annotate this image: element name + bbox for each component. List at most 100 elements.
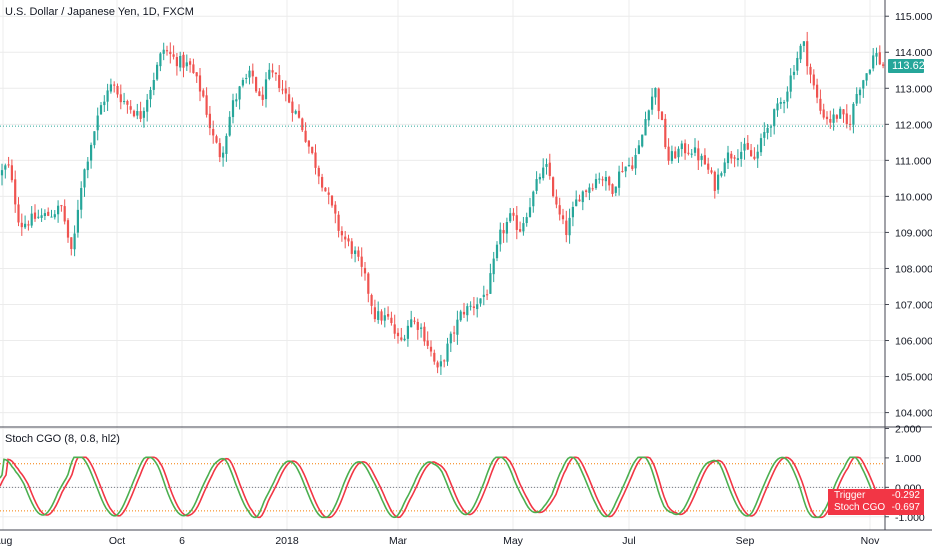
candle-body bbox=[90, 144, 93, 161]
time-tick-label: Aug bbox=[0, 535, 12, 547]
candle-body bbox=[274, 72, 277, 75]
candle-body bbox=[472, 306, 475, 308]
candle-body bbox=[495, 244, 499, 259]
candle-body bbox=[142, 110, 145, 118]
time-tick-label: Oct bbox=[109, 535, 125, 547]
candle-body bbox=[413, 320, 416, 322]
candle-body bbox=[245, 77, 248, 79]
candle-body bbox=[403, 338, 406, 341]
candle-body bbox=[169, 51, 172, 55]
candle-body bbox=[264, 79, 268, 100]
candle-body bbox=[205, 95, 208, 115]
candle-body bbox=[96, 115, 99, 131]
candle-body bbox=[849, 123, 852, 125]
price-tick-label: 110.000 bbox=[895, 191, 932, 203]
candle-body bbox=[43, 213, 46, 217]
candle-body bbox=[594, 179, 598, 189]
candle-body bbox=[769, 126, 772, 128]
time-tick-label: 2018 bbox=[275, 535, 299, 547]
time-axis[interactable]: Aug Oct 6 2018 Mar May Jul Sep Nov bbox=[0, 535, 880, 547]
candle-body bbox=[20, 222, 23, 228]
price-tick-label: 108.000 bbox=[895, 263, 932, 275]
candle-body bbox=[238, 86, 241, 100]
candle-body bbox=[492, 258, 495, 275]
candle-body bbox=[76, 209, 79, 233]
candle-body bbox=[360, 256, 363, 267]
last-price-label: 113.623 bbox=[888, 58, 931, 73]
candle-body bbox=[367, 273, 370, 294]
candle-body bbox=[839, 108, 842, 119]
indicator-title: Stoch CGO (8, 0.8, hl2) bbox=[5, 433, 120, 445]
candle-body bbox=[651, 96, 654, 110]
trigger-line bbox=[0, 456, 881, 519]
candle-body bbox=[479, 298, 482, 304]
candle-body bbox=[198, 75, 202, 92]
candle-body bbox=[370, 295, 373, 306]
candle-body bbox=[816, 84, 819, 98]
candle-body bbox=[690, 153, 693, 155]
candle-body bbox=[416, 321, 419, 330]
candle-body bbox=[116, 85, 119, 95]
candle-body bbox=[344, 236, 347, 240]
candle-body bbox=[466, 306, 469, 316]
candle-body bbox=[855, 94, 858, 104]
grid-lines bbox=[0, 0, 885, 530]
candle-body bbox=[330, 195, 334, 206]
candle-body bbox=[519, 229, 522, 232]
candle-body bbox=[410, 319, 413, 328]
candle-body bbox=[756, 151, 759, 159]
candle-body bbox=[565, 220, 568, 235]
candle-body bbox=[373, 307, 376, 320]
candle-body bbox=[443, 360, 446, 362]
candle-body bbox=[674, 151, 677, 159]
candle-body bbox=[713, 171, 716, 191]
candle-body bbox=[812, 74, 815, 86]
candle-body bbox=[53, 214, 56, 218]
time-tick-label: May bbox=[503, 535, 524, 547]
price-axis[interactable]: 104.000 105.000 106.000 107.000 108.000 109.0… bbox=[885, 11, 932, 420]
candle-body bbox=[251, 70, 254, 77]
candle-body bbox=[700, 155, 703, 160]
candle-body bbox=[608, 176, 611, 186]
trigger-value-badge: Trigger -0.292 bbox=[828, 488, 924, 503]
candle-body bbox=[350, 241, 353, 254]
candle-body bbox=[588, 187, 591, 193]
candle-body bbox=[231, 100, 235, 118]
candle-body bbox=[796, 57, 799, 71]
candle-body bbox=[57, 205, 60, 215]
candle-body bbox=[393, 324, 396, 334]
candle-body bbox=[99, 105, 103, 115]
price-tick-label: 104.000 bbox=[895, 408, 932, 420]
candle-body bbox=[730, 153, 733, 159]
candle-body bbox=[17, 204, 20, 223]
candle-body bbox=[571, 206, 574, 218]
candle-body bbox=[670, 151, 673, 162]
price-tick-label: 114.000 bbox=[895, 47, 932, 59]
candle-body bbox=[486, 294, 489, 296]
candle-body bbox=[476, 304, 479, 310]
candle-body bbox=[829, 118, 832, 123]
candle-body bbox=[773, 109, 776, 127]
candle-body bbox=[743, 143, 746, 151]
candle-body bbox=[842, 109, 845, 115]
candle-body bbox=[875, 53, 878, 57]
candle-body bbox=[297, 110, 301, 118]
candle-body bbox=[420, 327, 423, 329]
candle-body bbox=[218, 143, 221, 158]
candle-body bbox=[4, 165, 7, 170]
time-tick-label: 6 bbox=[179, 535, 185, 547]
stoch-cgo-label: Stoch CGO bbox=[834, 501, 886, 513]
candle-body bbox=[37, 216, 40, 218]
candle-body bbox=[284, 88, 287, 94]
candle-body bbox=[195, 72, 198, 77]
candle-body bbox=[667, 146, 670, 161]
candle-body bbox=[591, 188, 594, 190]
candle-body bbox=[845, 113, 848, 125]
candle-body bbox=[337, 214, 340, 231]
candle-body bbox=[433, 352, 436, 362]
candle-body bbox=[733, 157, 736, 159]
candle-body bbox=[522, 223, 525, 232]
candle-body bbox=[684, 143, 687, 154]
candle-body bbox=[637, 145, 640, 154]
